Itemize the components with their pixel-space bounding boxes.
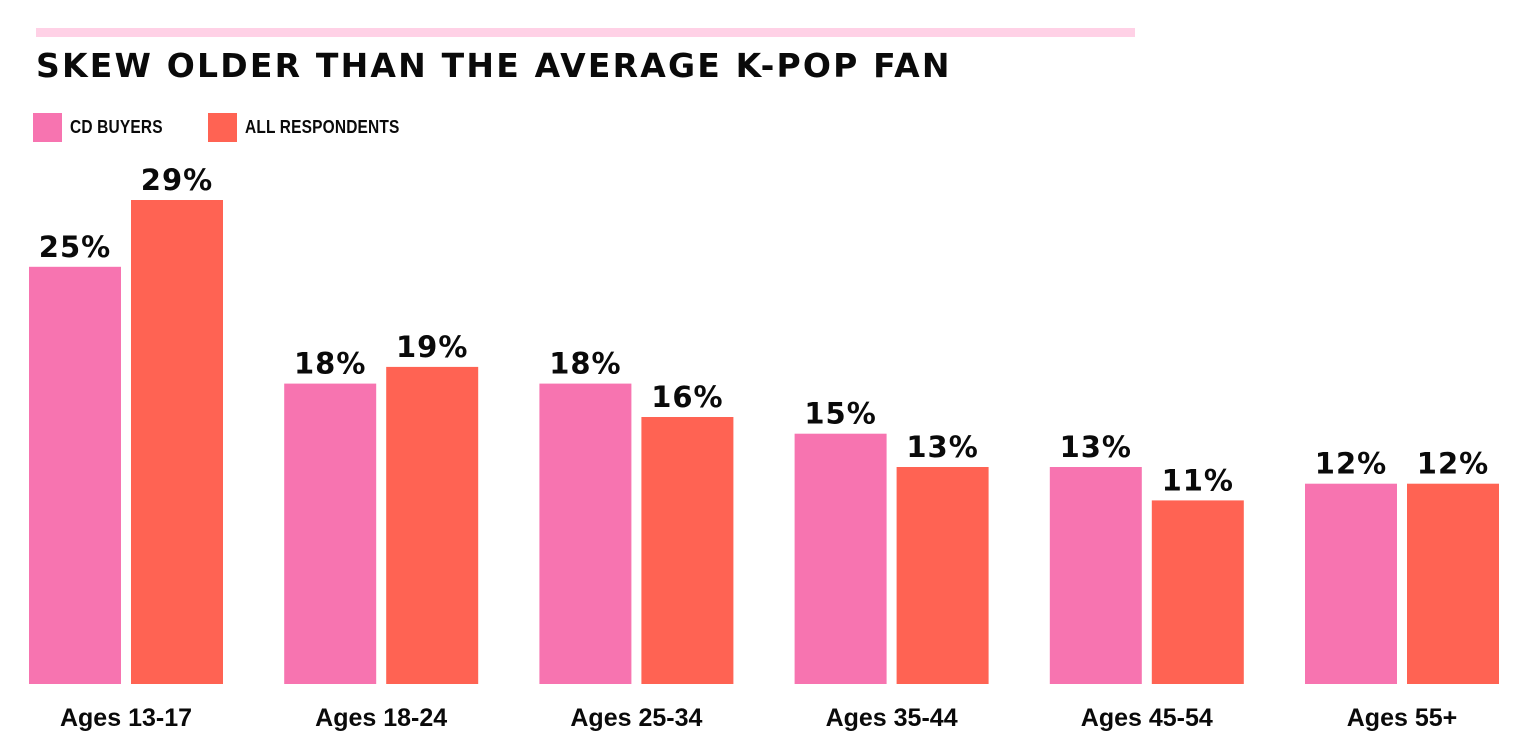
data-label-cd-buyers-ages-25-34: 18% [549,347,621,381]
bar-cd-buyers-ages-55 [1305,483,1397,684]
data-label-all-respondents-ages-18-24: 19% [396,330,468,364]
data-label-cd-buyers-ages-35-44: 15% [804,397,876,431]
chart-title: SKEW OLDER THAN THE AVERAGE K-POP FAN [36,46,952,85]
x-tick-label-ages-55: Ages 55+ [1347,704,1458,732]
bar-cd-buyers-ages-35-44 [794,433,887,684]
x-tick-label-ages-13-17: Ages 13-17 [60,704,192,732]
legend-item-all-respondents: ALL RESPONDENTS [207,112,425,142]
x-tick-label-ages-35-44: Ages 35-44 [826,704,958,732]
bar-all-respondents-ages-25-34 [641,417,734,684]
legend-swatch-cd-buyers [33,112,62,142]
data-label-all-respondents-ages-45-54: 11% [1162,463,1234,497]
bar-all-respondents-ages-45-54 [1151,500,1244,684]
data-label-cd-buyers-ages-13-17: 25% [39,230,111,264]
legend-swatch-all-respondents [207,112,237,142]
legend-item-cd-buyers: CD BUYERS [33,112,178,142]
data-label-cd-buyers-ages-45-54: 13% [1060,430,1132,464]
x-tick-label-ages-18-24: Ages 18-24 [315,704,447,732]
bar-all-respondents-ages-13-17 [131,200,223,684]
bar-cd-buyers-ages-25-34 [539,383,632,684]
x-tick-label-ages-45-54: Ages 45-54 [1081,704,1213,732]
legend-label-cd-buyers: CD BUYERS [70,116,163,137]
data-label-all-respondents-ages-13-17: 29% [141,163,213,197]
bar-all-respondents-ages-55 [1407,483,1499,684]
legend: CD BUYERS ALL RESPONDENTS [33,112,455,142]
data-label-cd-buyers-ages-18-24: 18% [294,347,366,381]
legend-label-all-respondents: ALL RESPONDENTS [244,116,400,137]
data-label-all-respondents-ages-25-34: 16% [651,380,723,414]
bar-cd-buyers-ages-45-54 [1049,467,1142,684]
bar-all-respondents-ages-18-24 [386,366,479,684]
data-label-cd-buyers-ages-55: 12% [1315,447,1387,481]
x-tick-label-ages-25-34: Ages 25-34 [570,704,702,732]
bar-cd-buyers-ages-18-24 [284,383,377,684]
bar-cd-buyers-ages-13-17 [29,266,121,684]
bar-all-respondents-ages-35-44 [896,467,989,684]
title-accent-rule [36,28,1135,37]
data-label-all-respondents-ages-55: 12% [1417,447,1489,481]
data-label-all-respondents-ages-35-44: 13% [906,430,978,464]
